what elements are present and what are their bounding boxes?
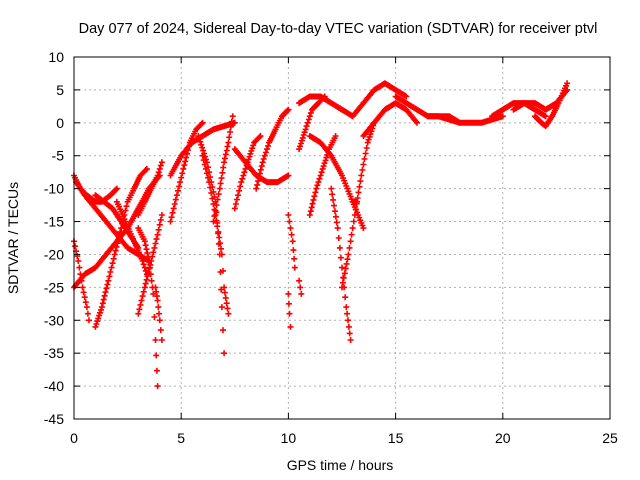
series-marker-path bbox=[210, 113, 236, 225]
series-arc19 bbox=[253, 106, 292, 192]
x-tick-label: 15 bbox=[388, 430, 404, 446]
series-marker-path bbox=[360, 100, 420, 139]
axis-ticks: 10 5 0 -5 -10 -15 -20 -25 -30 -35 -40 -45 0 5 10 15 20 25 bbox=[44, 49, 618, 446]
series-marker-path bbox=[195, 133, 228, 357]
y-tick-label: 10 bbox=[48, 49, 64, 65]
y-tick-label: -15 bbox=[44, 214, 64, 230]
series-marker-path bbox=[253, 106, 292, 192]
series-arc26 bbox=[306, 133, 367, 232]
series-arc22 bbox=[296, 277, 305, 297]
series-arc17 bbox=[231, 133, 264, 212]
series-arc31 bbox=[349, 198, 360, 205]
series-marker-path bbox=[152, 284, 165, 343]
series-marker-path bbox=[339, 119, 378, 291]
x-tick-label: 5 bbox=[177, 430, 185, 446]
y-axis-label: SDTVAR / TECUs bbox=[5, 182, 21, 294]
series-marker-path bbox=[285, 290, 294, 330]
series-arc15 bbox=[199, 152, 232, 317]
series-arc24 bbox=[296, 93, 328, 153]
series-arc21 bbox=[285, 290, 294, 330]
x-tick-label: 20 bbox=[495, 430, 511, 446]
series-arc29 bbox=[349, 80, 410, 120]
grid bbox=[74, 57, 610, 419]
y-tick-label: 5 bbox=[56, 82, 64, 98]
x-tick-label: 0 bbox=[70, 430, 78, 446]
series-marker-path bbox=[231, 133, 264, 212]
series-arc30 bbox=[360, 100, 420, 139]
plot-frame bbox=[73, 56, 611, 420]
series-marker-path bbox=[113, 198, 150, 278]
series-marker-path bbox=[306, 133, 367, 232]
x-axis-label: GPS time / hours bbox=[287, 457, 394, 473]
chart-title: Day 077 of 2024, Sidereal Day-to-day VTE… bbox=[79, 21, 598, 37]
series-arc33 bbox=[424, 113, 506, 126]
data-points bbox=[71, 80, 571, 390]
series-arc11 bbox=[152, 284, 165, 343]
series-arc28 bbox=[339, 119, 378, 291]
y-tick-label: -30 bbox=[44, 312, 64, 328]
series-arc27 bbox=[328, 185, 354, 343]
series-marker-path bbox=[296, 277, 305, 297]
series-arc16 bbox=[210, 113, 236, 225]
x-tick-label: 10 bbox=[281, 430, 297, 446]
series-marker-path bbox=[349, 198, 360, 205]
series-arc10 bbox=[135, 212, 165, 317]
y-tick-label: -40 bbox=[44, 378, 64, 394]
y-tick-label: 0 bbox=[56, 115, 64, 131]
series-marker-path bbox=[135, 212, 165, 317]
series-marker-path bbox=[328, 185, 354, 343]
series-arc09 bbox=[135, 159, 165, 218]
y-tick-label: -10 bbox=[44, 181, 64, 197]
series-arc36 bbox=[532, 80, 571, 130]
x-tick-label: 25 bbox=[602, 430, 618, 446]
y-tick-label: -20 bbox=[44, 246, 64, 262]
series-arc20 bbox=[285, 212, 298, 271]
y-tick-label: -45 bbox=[44, 411, 64, 427]
series-marker-path bbox=[424, 113, 506, 126]
series-marker-path bbox=[296, 93, 328, 153]
series-arc07 bbox=[113, 198, 150, 278]
y-tick-label: -35 bbox=[44, 345, 64, 361]
series-marker-path bbox=[285, 212, 298, 271]
y-tick-label: -25 bbox=[44, 279, 64, 295]
series-arc14 bbox=[195, 133, 228, 357]
series-marker-path bbox=[199, 152, 232, 317]
series-marker-path bbox=[349, 80, 410, 120]
series-marker-path bbox=[532, 80, 571, 130]
series-marker-path bbox=[135, 159, 165, 218]
y-tick-label: -5 bbox=[52, 148, 65, 164]
